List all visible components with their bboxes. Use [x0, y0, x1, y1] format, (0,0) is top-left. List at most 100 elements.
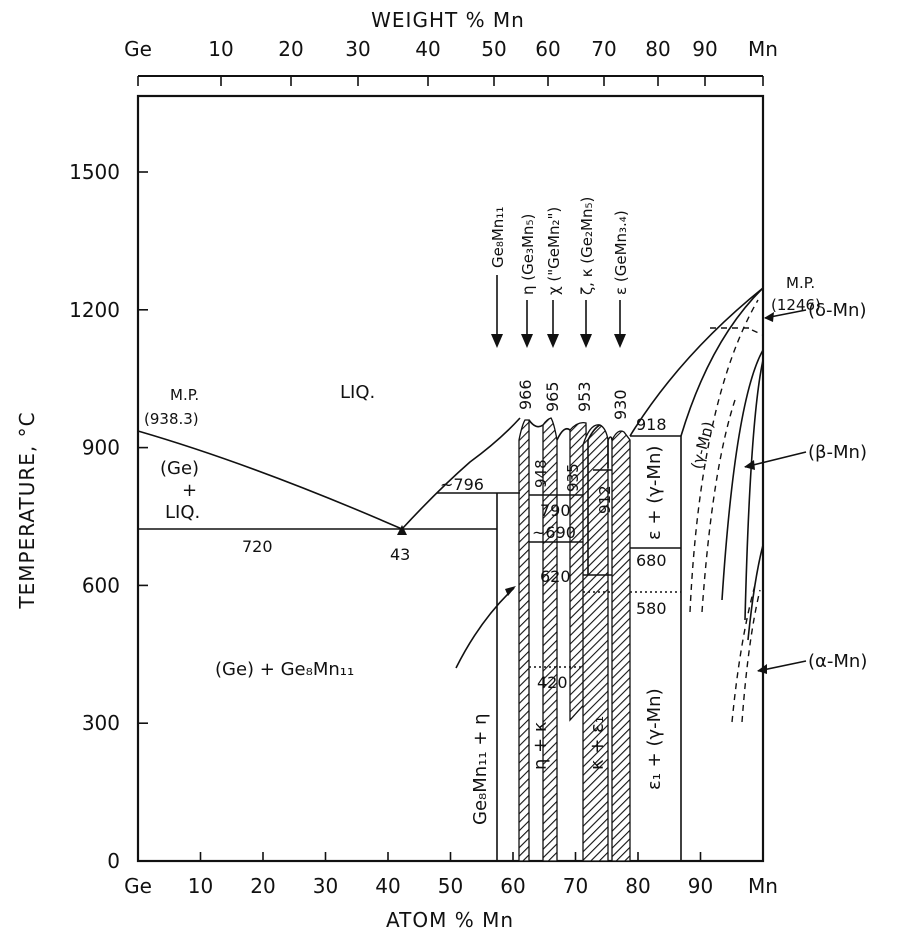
- delta-mn-label: (δ-Mn): [808, 300, 867, 321]
- hatched-phases: [518, 417, 631, 862]
- ge-liquidus: [137, 430, 403, 530]
- phase-boundaries: [137, 287, 764, 861]
- bottom-tick-label: 40: [375, 874, 400, 898]
- kappa-phase-field: [542, 417, 558, 862]
- beta-curve-right: [744, 359, 764, 621]
- top-tick-label: 20: [278, 37, 303, 61]
- top-tick-label: 50: [481, 37, 506, 61]
- y-tick-label: 1200: [69, 298, 120, 322]
- dome-2: [556, 427, 571, 441]
- compound-label: χ ("GeMn₂"): [545, 207, 563, 295]
- eta-pointer-head: [505, 586, 516, 596]
- bottom-tick-label: 60: [500, 874, 525, 898]
- mn-phase-labels: (δ-Mn) (β-Mn) (α-Mn): [744, 300, 867, 674]
- bottom-tick-label: 50: [438, 874, 463, 898]
- peak-temp: 966: [516, 379, 535, 410]
- alpha-curve: [747, 544, 764, 641]
- mp-ge-label: M.P.: [170, 386, 199, 404]
- top-tick-label: 70: [591, 37, 616, 61]
- y-axis-title: TEMPERATURE, °C: [15, 411, 39, 609]
- kappa-eps-region: κ + ε₁: [587, 716, 608, 770]
- inner-temp: 948: [532, 459, 550, 488]
- top-axis-title: WEIGHT % Mn: [371, 8, 525, 32]
- delta-dash: [751, 329, 764, 336]
- mn-solidus: [680, 287, 764, 437]
- top-axis-ticks: Ge 10 20 30 40 50 60 70 80 90 Mn: [124, 37, 778, 86]
- peak-temperatures: 966 965 953 930 918 948 935 912: [516, 379, 667, 514]
- beta-curve-left: [721, 349, 764, 601]
- ge-liq-region-2: +: [182, 480, 197, 501]
- eta-kappa-region: η + κ: [530, 721, 551, 770]
- peak-temp: 918: [636, 415, 667, 434]
- peak-temp: 930: [611, 389, 630, 420]
- bottom-tick-label: Ge: [124, 874, 152, 898]
- inner-temp: 935: [564, 463, 582, 492]
- liq-region: LIQ.: [340, 382, 375, 403]
- beta-mn-label: (β-Mn): [808, 442, 867, 463]
- eps-gamma-region: ε + (γ-Mn): [644, 446, 665, 540]
- ge-liq-region-1: (Ge): [160, 458, 199, 479]
- iso-temp: ~690: [532, 523, 576, 542]
- compound-arrows: [491, 275, 626, 348]
- iso-temp: 680: [636, 551, 667, 570]
- y-tick-label: 600: [82, 573, 120, 597]
- top-tick-label: 90: [692, 37, 717, 61]
- compound-label: η (Ge₃Mn₅): [519, 214, 537, 295]
- bottom-axis-ticks: Ge 10 20 30 40 50 60 70 80 90 Mn: [124, 852, 778, 898]
- compound-label: Ge₈Mn₁₁: [489, 207, 507, 268]
- temp-720-label: 720: [242, 537, 273, 556]
- top-tick-label: 60: [535, 37, 560, 61]
- mn-liquidus: [629, 287, 764, 437]
- ge-liq-region-3: LIQ.: [165, 502, 200, 523]
- y-axis-ticks: 0 300 600 900 1200 1500: [69, 160, 148, 873]
- zeta-phase-field: [582, 424, 609, 862]
- eta-phase-field: [518, 419, 530, 862]
- y-tick-label: 1500: [69, 160, 120, 184]
- mp-mn-value: (1246): [771, 296, 821, 314]
- bottom-tick-label: 70: [563, 874, 588, 898]
- bottom-tick-label: 30: [313, 874, 338, 898]
- eutectic-point-marker: [397, 525, 407, 535]
- temp-796-label: ~796: [440, 475, 484, 494]
- eps1-gamma-region: ε₁ + (γ-Mn): [644, 688, 665, 790]
- bottom-tick-label: 20: [250, 874, 275, 898]
- bottom-tick-label: 80: [625, 874, 650, 898]
- isotherm-values: 790 ~690 620 420 680 580: [532, 501, 667, 692]
- gamma-mn-region: (γ-Mn): [687, 420, 717, 471]
- region-labels: LIQ. M.P. (938.3) M.P. (1246) (Ge) + LIQ…: [144, 274, 821, 825]
- top-tick-label: Mn: [748, 37, 778, 61]
- dome-1: [528, 419, 544, 428]
- top-tick-label: 30: [345, 37, 370, 61]
- iso-temp: 420: [537, 673, 568, 692]
- dome-4: [607, 436, 613, 441]
- peak-temp: 953: [575, 381, 594, 412]
- ge-ge8mn11-region: (Ge) + Ge₈Mn₁₁: [215, 659, 354, 680]
- beta-dash: [701, 399, 736, 613]
- inner-temp: 912: [596, 485, 614, 514]
- compound-label: ε (GeMn₃.₄): [612, 210, 630, 295]
- iso-temp: 620: [540, 567, 571, 586]
- bottom-tick-label: 10: [188, 874, 213, 898]
- eutectic-comp-label: 43: [390, 545, 410, 564]
- gamma-dash-left: [689, 299, 759, 613]
- mp-ge-value: (938.3): [144, 410, 199, 428]
- dome-3: [587, 424, 601, 441]
- alpha-dash-2: [741, 589, 761, 723]
- compound-labels: Ge₈Mn₁₁ η (Ge₃Mn₅) χ ("GeMn₂") ζ, κ (Ge₂…: [489, 197, 630, 295]
- top-tick-label: 80: [645, 37, 670, 61]
- y-tick-label: 900: [82, 436, 120, 460]
- ge8mn11-eta-region: Ge₈Mn₁₁ + η: [470, 713, 491, 825]
- mp-mn-label: M.P.: [786, 274, 815, 292]
- y-tick-label: 0: [107, 849, 120, 873]
- top-tick-label: Ge: [124, 37, 152, 61]
- bottom-axis-title: ATOM % Mn: [386, 908, 514, 932]
- iso-temp: 790: [540, 501, 571, 520]
- epsilon-phase-field: [611, 430, 631, 862]
- alpha-dash-1: [731, 584, 756, 723]
- peak-temp: 965: [543, 381, 562, 412]
- bottom-tick-label: 90: [688, 874, 713, 898]
- top-tick-label: 40: [415, 37, 440, 61]
- eta-pointer-arrow: [455, 587, 515, 669]
- top-tick-label: 10: [208, 37, 233, 61]
- bottom-tick-label: Mn: [748, 874, 778, 898]
